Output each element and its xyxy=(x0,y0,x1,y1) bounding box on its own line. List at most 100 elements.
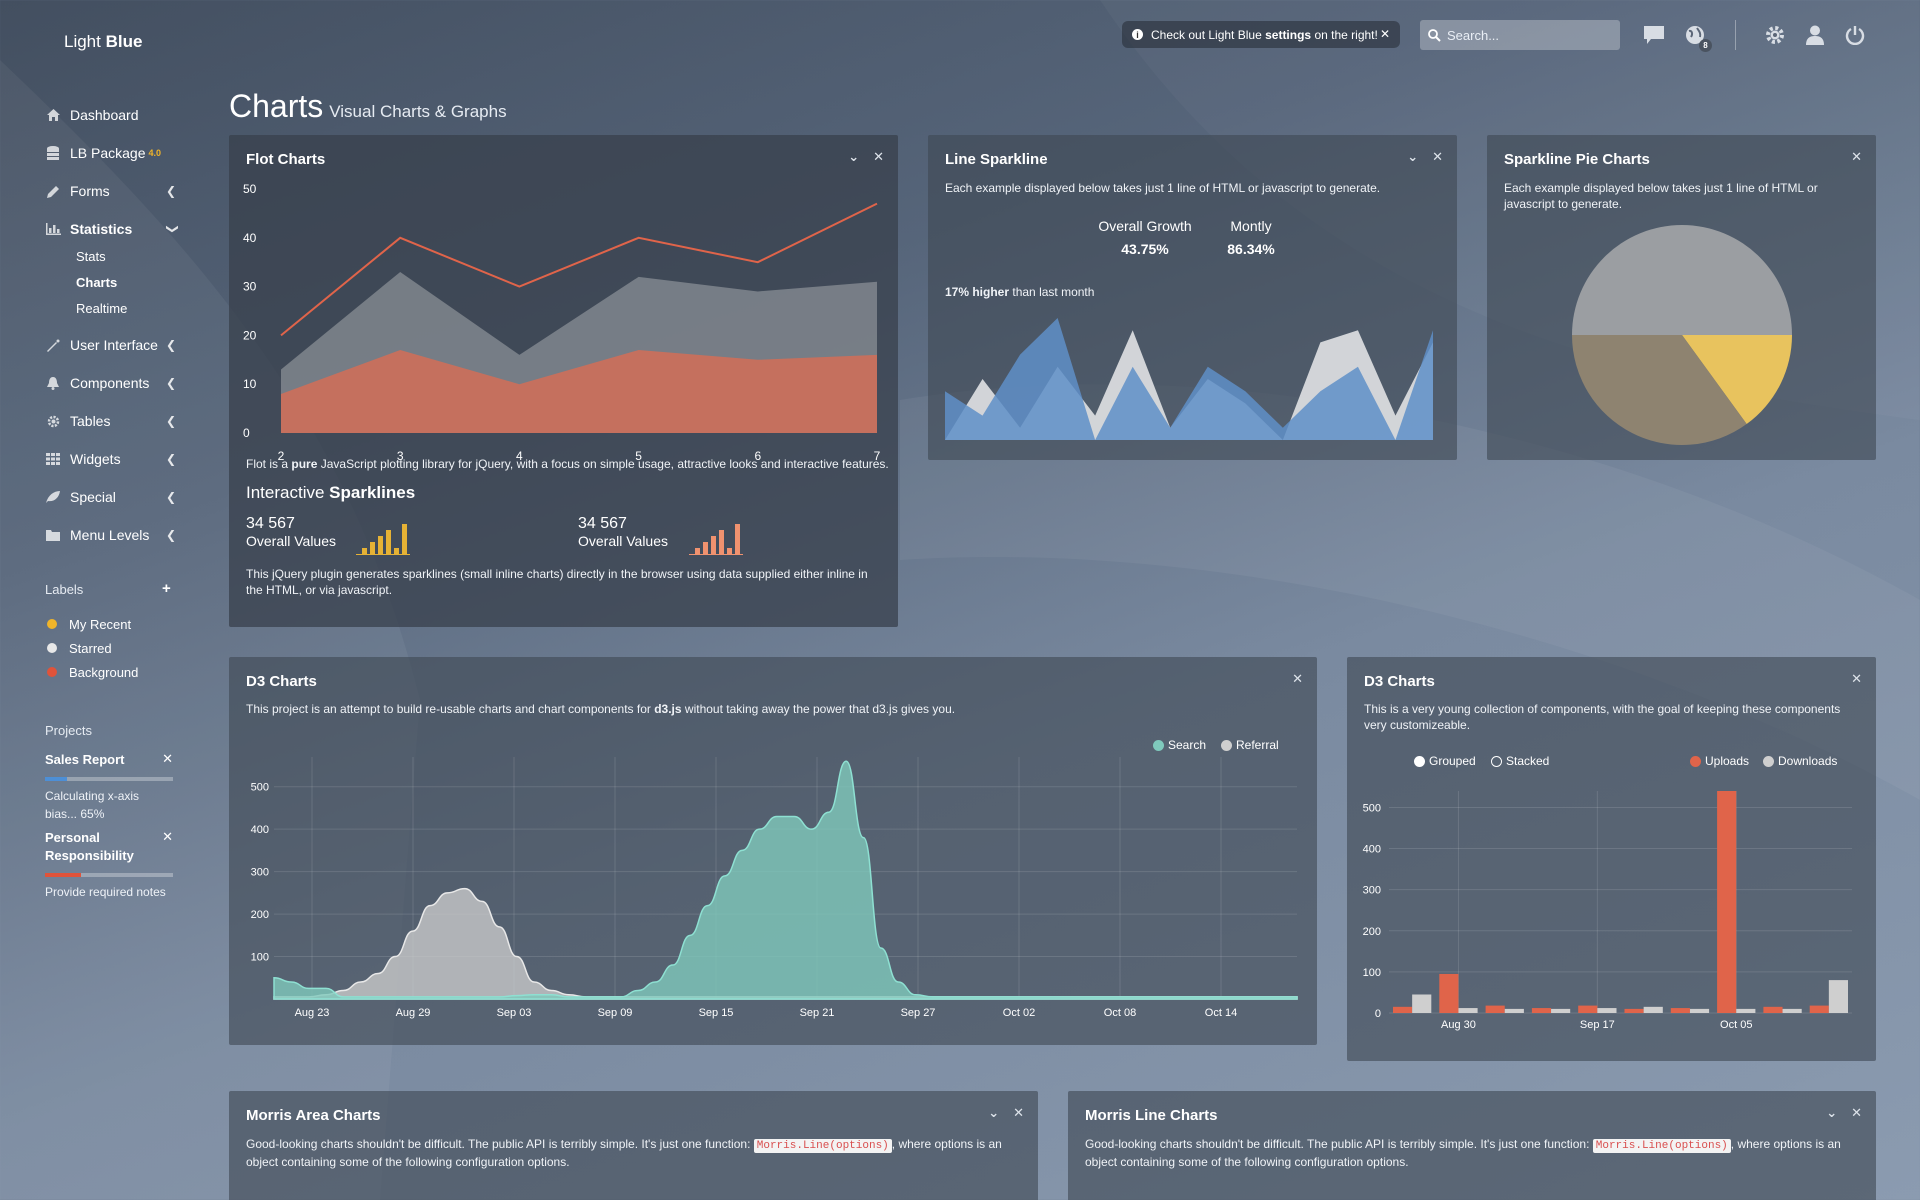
close-icon[interactable]: ✕ xyxy=(162,829,173,844)
sparkline-bar xyxy=(735,524,740,554)
label-item-background[interactable]: Background xyxy=(47,660,138,684)
sidebar-item-label: Forms xyxy=(70,183,110,199)
sidebar-item-label: Tables xyxy=(70,413,111,429)
close-icon[interactable]: ✕ xyxy=(1379,27,1390,41)
x-tick-label: Sep 27 xyxy=(901,1007,936,1019)
stat-label: Overall Values xyxy=(578,533,669,549)
mode-stacked-radio[interactable]: Stacked xyxy=(1491,754,1549,768)
chevron-left-icon: ❮ xyxy=(165,376,176,390)
growth-stat: Overall Growth 43.75% xyxy=(1095,218,1195,257)
legend-label: Search xyxy=(1168,738,1207,752)
sidebar-item-menu-levels[interactable]: Menu Levels ❮ xyxy=(44,516,176,554)
collapse-icon[interactable]: ⌄ xyxy=(1407,149,1419,164)
legend-label: Uploads xyxy=(1705,754,1750,768)
search-box xyxy=(1420,20,1620,50)
legend-uploads[interactable]: Uploads xyxy=(1690,754,1749,768)
sidebar-item-tables[interactable]: Tables ❮ xyxy=(44,402,176,440)
panel-description: Good-looking charts shouldn't be difficu… xyxy=(246,1136,1026,1170)
collapse-icon[interactable]: ⌄ xyxy=(848,149,860,164)
subnav-item-stats[interactable]: Stats xyxy=(76,249,106,264)
y-tick-label: 100 xyxy=(251,952,269,964)
close-icon[interactable]: ✕ xyxy=(1851,149,1862,164)
mode-grouped-radio[interactable]: Grouped xyxy=(1414,754,1476,768)
label-item-starred[interactable]: Starred xyxy=(47,636,138,660)
sidebar-item-forms[interactable]: Forms ❮ xyxy=(44,172,176,210)
search-icon xyxy=(1428,28,1441,42)
sidebar-item-components[interactable]: Components ❮ xyxy=(44,364,176,402)
project-progress xyxy=(45,777,173,781)
close-icon[interactable]: ✕ xyxy=(1851,671,1862,686)
sidebar-item-special[interactable]: Special ❮ xyxy=(44,478,176,516)
y-tick-label: 300 xyxy=(1363,885,1381,897)
bar-downloads xyxy=(1689,1008,1710,1013)
sparkline-bar xyxy=(727,548,732,554)
settings-gear-icon[interactable] xyxy=(1762,22,1788,48)
add-label-icon[interactable]: + xyxy=(162,580,171,597)
settings-notice: i Check out Light Blue settings on the r… xyxy=(1122,21,1400,48)
bar-chart-icon xyxy=(44,220,62,238)
x-tick-label: Oct 08 xyxy=(1104,1007,1136,1019)
sparklines-heading-bold: Sparklines xyxy=(329,483,416,502)
globe-icon[interactable]: 8 xyxy=(1682,22,1712,52)
magic-icon xyxy=(44,336,62,354)
header-divider xyxy=(1735,20,1736,50)
close-icon[interactable]: ✕ xyxy=(1292,671,1303,686)
project-personal-responsibility[interactable]: Personal Responsibility ✕ Provide requir… xyxy=(45,829,173,901)
series-line-red xyxy=(280,202,878,337)
project-title: Sales Report xyxy=(45,752,125,767)
panel-title: D3 Charts xyxy=(1364,673,1435,690)
legend-downloads[interactable]: Downloads xyxy=(1763,754,1837,768)
sidebar-item-widgets[interactable]: Widgets ❮ xyxy=(44,440,176,478)
app-logo[interactable]: Light Blue xyxy=(64,32,142,52)
sparkline-bar xyxy=(711,536,716,554)
legend-search[interactable]: Search xyxy=(1153,738,1206,752)
sidebar-item-dashboard[interactable]: Dashboard xyxy=(44,96,176,134)
higher-rest: than last month xyxy=(1012,285,1095,299)
y-tick-label: 100 xyxy=(1363,967,1381,979)
d3-desc-post: without taking away the power that d3.js… xyxy=(684,702,956,716)
close-icon[interactable]: ✕ xyxy=(1013,1105,1024,1120)
close-icon[interactable]: ✕ xyxy=(162,751,173,766)
d3-desc-pre: This project is an attempt to build re-u… xyxy=(246,702,651,716)
subnav-item-realtime[interactable]: Realtime xyxy=(76,301,128,316)
subnav-item-charts[interactable]: Charts xyxy=(76,275,118,290)
project-sales-report[interactable]: Sales Report ✕ Calculating x-axis bias..… xyxy=(45,751,173,823)
close-icon[interactable]: ✕ xyxy=(1432,149,1443,164)
sparkline-stat-1: 34 567 Overall Values xyxy=(246,515,336,549)
bar-uploads xyxy=(1670,1008,1690,1013)
sidebar-item-lb-package[interactable]: LB Package 4.0 xyxy=(44,134,176,172)
search-input[interactable] xyxy=(1447,27,1617,43)
sidebar-item-statistics[interactable]: Statistics ❮ xyxy=(44,210,178,248)
sparkline-bar xyxy=(394,548,399,554)
close-icon[interactable]: ✕ xyxy=(873,149,884,164)
x-tick-label: Aug 30 xyxy=(1441,1019,1476,1031)
sidebar-item-label: User Interface xyxy=(70,337,158,353)
label-item-my-recent[interactable]: My Recent xyxy=(47,612,138,636)
x-tick-label: Aug 23 xyxy=(295,1007,330,1019)
sidebar-item-label: LB Package xyxy=(70,145,146,161)
sparkline-pie-panel: Sparkline Pie Charts ✕ Each example disp… xyxy=(1487,135,1876,460)
bell-icon xyxy=(44,374,62,392)
chat-icon[interactable] xyxy=(1641,22,1667,48)
morris-desc-pre: Good-looking charts shouldn't be difficu… xyxy=(1085,1137,1590,1151)
bar-downloads xyxy=(1782,1008,1802,1013)
power-icon[interactable] xyxy=(1842,22,1868,48)
user-icon[interactable] xyxy=(1802,22,1828,48)
y-tick-label: 40 xyxy=(243,231,257,245)
chevron-down-icon: ❮ xyxy=(163,223,178,235)
panel-title: D3 Charts xyxy=(246,673,317,690)
flot-description: Flot is a pure JavaScript plotting libra… xyxy=(246,456,889,472)
page-title: Charts Visual Charts & Graphs xyxy=(229,88,507,125)
series-area-search xyxy=(273,760,1298,1000)
legend-swatch xyxy=(1763,755,1774,767)
collapse-icon[interactable]: ⌄ xyxy=(1826,1105,1838,1120)
sidebar-item-user-interface[interactable]: User Interface ❮ xyxy=(44,326,176,364)
bar-uploads xyxy=(1439,973,1459,1013)
sidebar-item-label: Dashboard xyxy=(70,107,139,123)
sidebar-item-label: Special xyxy=(70,489,116,505)
sparklines-heading: Interactive Sparklines xyxy=(246,483,415,503)
legend-referral[interactable]: Referral xyxy=(1221,738,1279,752)
chevron-left-icon: ❮ xyxy=(165,490,176,504)
close-icon[interactable]: ✕ xyxy=(1851,1105,1862,1120)
collapse-icon[interactable]: ⌄ xyxy=(988,1105,1000,1120)
